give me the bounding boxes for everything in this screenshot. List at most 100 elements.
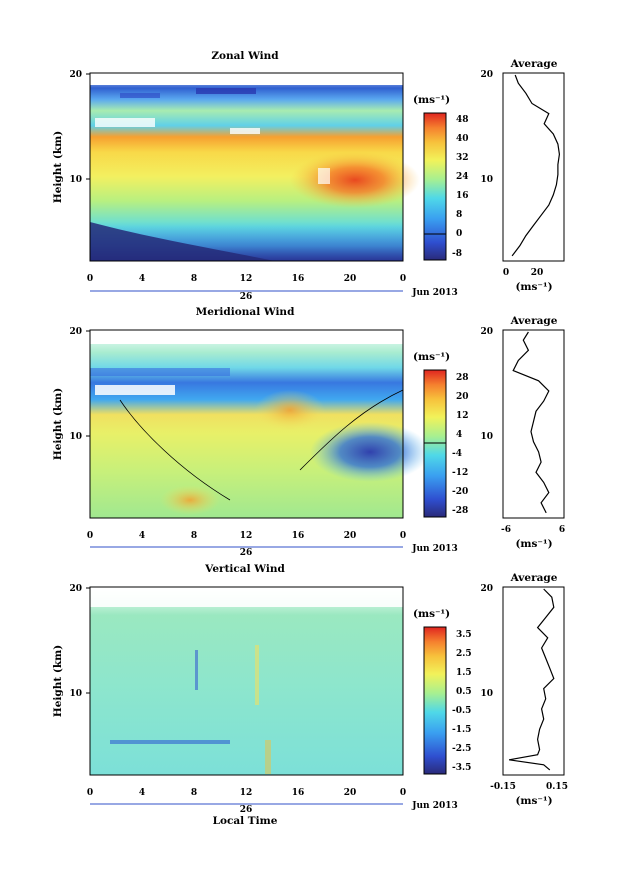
colorbar-tick: 0 bbox=[456, 229, 462, 239]
x-tick-label: 4 bbox=[139, 274, 145, 284]
average-line bbox=[512, 331, 550, 514]
colorbar-tick: 24 bbox=[456, 172, 469, 182]
panel-title: Vertical Wind bbox=[204, 563, 285, 575]
avg-y-tick: 20 bbox=[480, 327, 493, 337]
x-tick-label: 20 bbox=[344, 531, 357, 541]
y-ticks: 20 10 bbox=[69, 70, 90, 185]
avg-x-tick: -6 bbox=[501, 525, 511, 535]
colorbar-tick: 0.5 bbox=[456, 687, 472, 697]
colorbar-tick: -4 bbox=[452, 449, 462, 459]
colorbar-tick: -12 bbox=[452, 468, 468, 478]
x-tick-label: 16 bbox=[292, 531, 305, 541]
avg-unit: (ms⁻¹) bbox=[515, 281, 552, 293]
colorbar-tick: 16 bbox=[456, 191, 469, 201]
avg-y-tick: 20 bbox=[480, 584, 493, 594]
x-tick-label: 12 bbox=[240, 531, 253, 541]
average-title: Average bbox=[510, 58, 558, 70]
panel-vertical: Vertical Wind 20 10 Height (km) 0 4 8 12… bbox=[52, 563, 568, 827]
panel-zonal: Zonal Wind 20 10 Height (km) 0 4 8 12 16 bbox=[52, 50, 565, 302]
colorbar-tick: 12 bbox=[456, 411, 469, 421]
x-tick-label: 4 bbox=[139, 788, 145, 798]
colorbar-tick: 40 bbox=[456, 134, 469, 144]
date-label: Jun 2013 bbox=[411, 288, 458, 298]
x-axis-label: Local Time bbox=[213, 815, 278, 827]
x-tick-label: 12 bbox=[240, 788, 253, 798]
colorbar-tick: 2.5 bbox=[456, 649, 472, 659]
colorbar-tick: 3.5 bbox=[456, 630, 472, 640]
colorbar: (ms⁻¹) 28 20 12 4 -4 -12 -20 -28 bbox=[413, 351, 469, 518]
avg-unit: (ms⁻¹) bbox=[515, 538, 552, 550]
day-axis: 26 Jun 2013 bbox=[90, 801, 458, 815]
y-axis-label: Height (km) bbox=[52, 645, 64, 717]
x-tick-label: 0 bbox=[87, 531, 93, 541]
colorbar-tick: -8 bbox=[452, 249, 462, 259]
colorbar-tick: -3.5 bbox=[452, 763, 471, 773]
colorbar-tick: -20 bbox=[452, 487, 468, 497]
day-axis: 26 Jun 2013 bbox=[90, 544, 458, 558]
avg-y-tick: 10 bbox=[480, 689, 493, 699]
x-tick-label: 0 bbox=[400, 531, 406, 541]
colorbar-tick: 48 bbox=[456, 115, 469, 125]
colorbar-tick: 20 bbox=[456, 392, 469, 402]
avg-x-tick: 20 bbox=[531, 268, 544, 278]
y-tick-label: 20 bbox=[69, 70, 82, 80]
avg-x-tick: 0 bbox=[503, 268, 509, 278]
colorbar-tick: 1.5 bbox=[456, 668, 472, 678]
colorbar-tick: 32 bbox=[456, 153, 469, 163]
x-tick-label: 0 bbox=[400, 274, 406, 284]
day-axis: 26 Jun 2013 bbox=[90, 288, 458, 302]
heatmap-field bbox=[90, 330, 430, 518]
x-tick-label: 8 bbox=[191, 531, 197, 541]
date-label: Jun 2013 bbox=[411, 801, 458, 811]
colorbar-tick: 4 bbox=[456, 430, 462, 440]
average-title: Average bbox=[510, 315, 558, 327]
x-tick-label: 20 bbox=[344, 788, 357, 798]
heatmap-field bbox=[90, 587, 403, 775]
colorbar-tick: 28 bbox=[456, 373, 469, 383]
x-tick-label: 16 bbox=[292, 788, 305, 798]
colorbar-tick: -28 bbox=[452, 506, 468, 516]
colorbar-tick: -0.5 bbox=[452, 706, 471, 716]
avg-y-tick: 10 bbox=[480, 175, 493, 185]
panel-meridional: Meridional Wind 20 10 Height (km) 0 4 8 … bbox=[52, 306, 565, 558]
average-line bbox=[511, 74, 561, 257]
x-ticks: 0 4 8 12 16 20 0 bbox=[87, 531, 406, 541]
average-profile: Average 20 10 -0.15 0.15 (ms⁻¹) bbox=[480, 572, 567, 807]
x-tick-label: 8 bbox=[191, 788, 197, 798]
y-ticks: 20 10 bbox=[69, 584, 90, 699]
x-tick-label: 0 bbox=[87, 788, 93, 798]
colorbar-unit: (ms⁻¹) bbox=[413, 351, 450, 363]
colorbar-tick: -1.5 bbox=[452, 725, 471, 735]
average-profile: Average 20 10 0 20 (ms⁻¹) bbox=[480, 58, 565, 293]
panel-title: Meridional Wind bbox=[196, 306, 295, 318]
y-tick-label: 10 bbox=[69, 432, 82, 442]
colorbar-unit: (ms⁻¹) bbox=[413, 94, 450, 106]
date-label: Jun 2013 bbox=[411, 544, 458, 554]
x-tick-label: 8 bbox=[191, 274, 197, 284]
x-tick-label: 4 bbox=[139, 531, 145, 541]
colorbar-unit: (ms⁻¹) bbox=[413, 608, 450, 620]
x-tick-label: 0 bbox=[87, 274, 93, 284]
avg-x-tick: 0.15 bbox=[546, 782, 568, 792]
y-tick-label: 20 bbox=[69, 327, 82, 337]
panel-title: Zonal Wind bbox=[211, 50, 279, 62]
colorbar: (ms⁻¹) 48 40 32 24 16 8 0 -8 bbox=[413, 94, 469, 261]
avg-x-tick: -0.15 bbox=[490, 782, 516, 792]
colorbar-tick: 8 bbox=[456, 210, 462, 220]
y-tick-label: 10 bbox=[69, 175, 82, 185]
y-ticks: 20 10 bbox=[69, 327, 90, 442]
x-tick-label: 12 bbox=[240, 274, 253, 284]
y-axis-label: Height (km) bbox=[52, 131, 64, 203]
y-tick-label: 10 bbox=[69, 689, 82, 699]
average-line bbox=[508, 588, 555, 771]
x-tick-label: 16 bbox=[292, 274, 305, 284]
avg-y-tick: 20 bbox=[480, 70, 493, 80]
x-tick-label: 0 bbox=[400, 788, 406, 798]
day-label: 26 bbox=[240, 292, 253, 302]
y-tick-label: 20 bbox=[69, 584, 82, 594]
day-label: 26 bbox=[240, 805, 253, 815]
day-label: 26 bbox=[240, 548, 253, 558]
avg-y-tick: 10 bbox=[480, 432, 493, 442]
average-profile: Average 20 10 -6 6 (ms⁻¹) bbox=[480, 315, 565, 550]
